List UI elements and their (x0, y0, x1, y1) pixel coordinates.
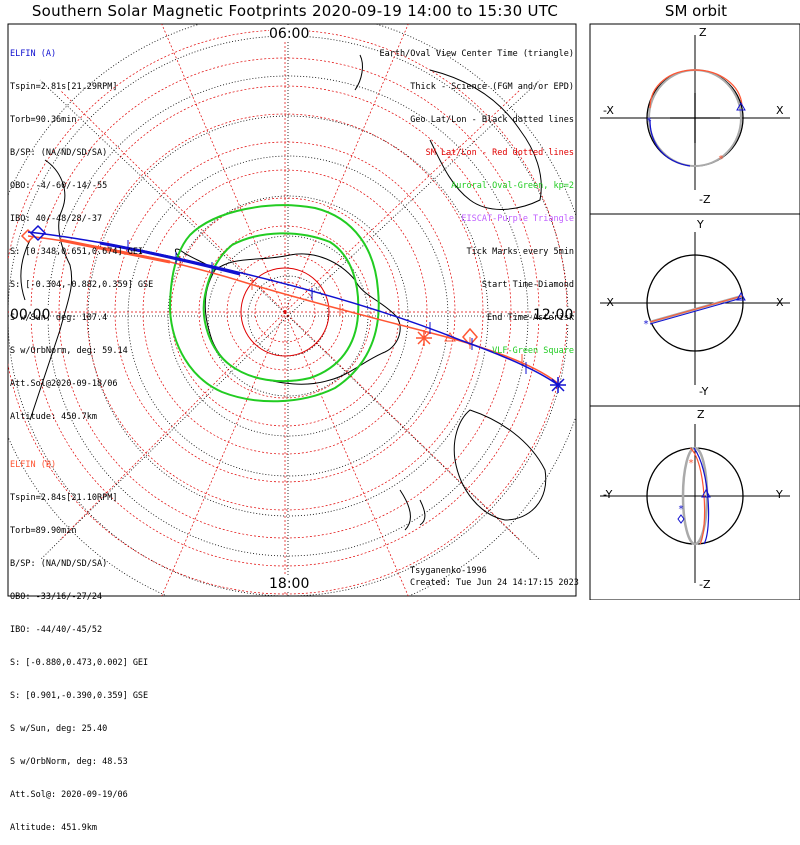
probe-b-line: Altitude: 451.9km (10, 823, 97, 833)
probe-b-line: S: [-0.880,0.473,0.002] GEI (10, 658, 149, 668)
legend-item: Thick - Science (FGM and/or EPD) (410, 82, 574, 92)
probe-b-line: IBO: -44/40/-45/52 (10, 625, 103, 635)
probe-a-trace (27, 224, 566, 393)
madagascar-coastline (354, 54, 363, 91)
orbit-xy-plot: * (600, 232, 790, 385)
orbit-panel-yz (589, 405, 800, 600)
panel3-right-label: Y (776, 488, 783, 501)
svg-text:*: * (646, 116, 652, 127)
probe-a-info: ELFIN (A) Tspin=2.81s[21.29RPM] Torb=90.… (10, 27, 153, 434)
probe-b-line: OBO: -33/16/-27/24 (10, 592, 103, 602)
probe-b-line: Att.Sol@: 2020-09-19/06 (10, 790, 128, 800)
probe-b-name: ELFIN (B) (10, 460, 57, 470)
panel2-top-label: Y (697, 218, 704, 231)
legend-item: Earth/Oval View Center Time (triangle) (379, 49, 574, 59)
probe-b-end-asterisk (416, 330, 432, 346)
probe-a-line: B/SP: (NA/ND/SD/SA) (10, 148, 108, 158)
panel2-bottom-label: -Y (699, 385, 709, 398)
probe-a-line: S: [0.348,0.651,0.674] GEI (10, 247, 144, 257)
legend-item: Tick Marks every 5min (466, 247, 574, 257)
probe-a-science-segment (99, 241, 241, 276)
orbit-yz-plot: * * (600, 424, 790, 583)
svg-text:*: * (688, 458, 694, 469)
probe-a-start-diamond (29, 224, 47, 242)
probe-a-ticks (127, 240, 527, 374)
africa-coastline (429, 69, 542, 210)
probe-b-line: Tspin=2.84s[21.10RPM] (10, 493, 118, 503)
probe-b-science-segment (59, 238, 171, 264)
auroral-oval-inner (202, 232, 360, 383)
panel1-left-label: -X (603, 104, 614, 117)
orbit-xz-plot: * * (600, 35, 790, 190)
panel3-bottom-label: -Z (699, 578, 711, 591)
legend-item: Geo Lat/Lon - Black dotted lines (410, 115, 574, 125)
legend-item: Auroral Oval-Green, kp=2 (451, 181, 574, 191)
south-america-coastline (20, 159, 73, 421)
footer-created: Created: Tue Jun 24 14:17:15 2023 (410, 578, 579, 588)
legend-item: Start Time-Diamond (481, 280, 574, 290)
footer-credit: Tsyganenko-1996 (410, 566, 487, 576)
clock-label-bottom: 18:00 (269, 576, 310, 592)
legend-item: EISCAT-Purple Triangle (461, 214, 574, 224)
probe-a-line: Tspin=2.81s[21.29RPM] (10, 82, 118, 92)
panel1-bottom-label: -Z (699, 193, 711, 206)
svg-text:*: * (643, 319, 649, 330)
probe-b-info: ELFIN (B) Tspin=2.84s[21.10RPM] Torb=89.… (10, 438, 148, 845)
probe-a-end-asterisk (550, 377, 566, 393)
probe-a-line: S w/Sun, deg: 107.4 (10, 313, 108, 323)
probe-b-ticks (107, 241, 523, 366)
probe-b-line: S w/Sun, deg: 25.40 (10, 724, 108, 734)
legend-item: SM Lat/Lon - Red dotted lines (425, 148, 574, 158)
panel3-top-label: Z (697, 408, 705, 421)
probe-a-name: ELFIN (A) (10, 49, 57, 59)
probe-a-line: Altitude: 450.7km (10, 412, 97, 422)
probe-a-line: IBO: 40/-48/28/-37 (10, 214, 103, 224)
panel1-top-label: Z (699, 26, 707, 39)
svg-text:*: * (678, 504, 684, 515)
plot-title: Southern Solar Magnetic Footprints 2020-… (31, 2, 559, 20)
panel2-left-label: -X (603, 296, 614, 309)
probe-a-line: Torb=90.36min (10, 115, 77, 125)
probe-a-line: S: [-0.304,-0.882,0.359] GSE (10, 280, 154, 290)
australia-coastline (453, 409, 547, 521)
legend-item: End Time-Asterisk (487, 313, 574, 323)
probe-a-line: S w/OrbNorm, deg: 59.14 (10, 346, 128, 356)
probe-b-trace (20, 228, 561, 386)
probe-b-line: S w/OrbNorm, deg: 48.53 (10, 757, 128, 767)
probe-a-line: OBO: -4/-60/-14/-55 (10, 181, 108, 191)
panel2-right-label: X (776, 296, 784, 309)
sm-pole-circle (240, 267, 330, 357)
auroral-oval-outer (168, 204, 380, 403)
probe-b-line: S: [0.901,-0.390,0.359] GSE (10, 691, 149, 701)
panel3-left-label: -Y (603, 488, 613, 501)
clock-label-left: 00:00 (10, 307, 51, 323)
auroral-ovals (168, 204, 380, 403)
orbit-panel-title: SM orbit (664, 2, 728, 20)
legend-item: VLF-Green Square (492, 346, 574, 356)
legend: Earth/Oval View Center Time (triangle) T… (380, 27, 574, 368)
probe-b-line: Torb=89.90min (10, 526, 77, 536)
clock-label-right: 12:00 (533, 307, 574, 323)
svg-text:*: * (718, 154, 724, 165)
probe-b-eiscat-diamond (462, 327, 478, 347)
probe-a-line: Att.Sol@2020-09-18/06 (10, 379, 118, 389)
probe-b-line: B/SP: (NA/ND/SD/SA) (10, 559, 108, 569)
clock-label-top: 06:00 (269, 26, 310, 42)
panel1-right-label: X (776, 104, 784, 117)
new-zealand-coastline (399, 489, 426, 531)
